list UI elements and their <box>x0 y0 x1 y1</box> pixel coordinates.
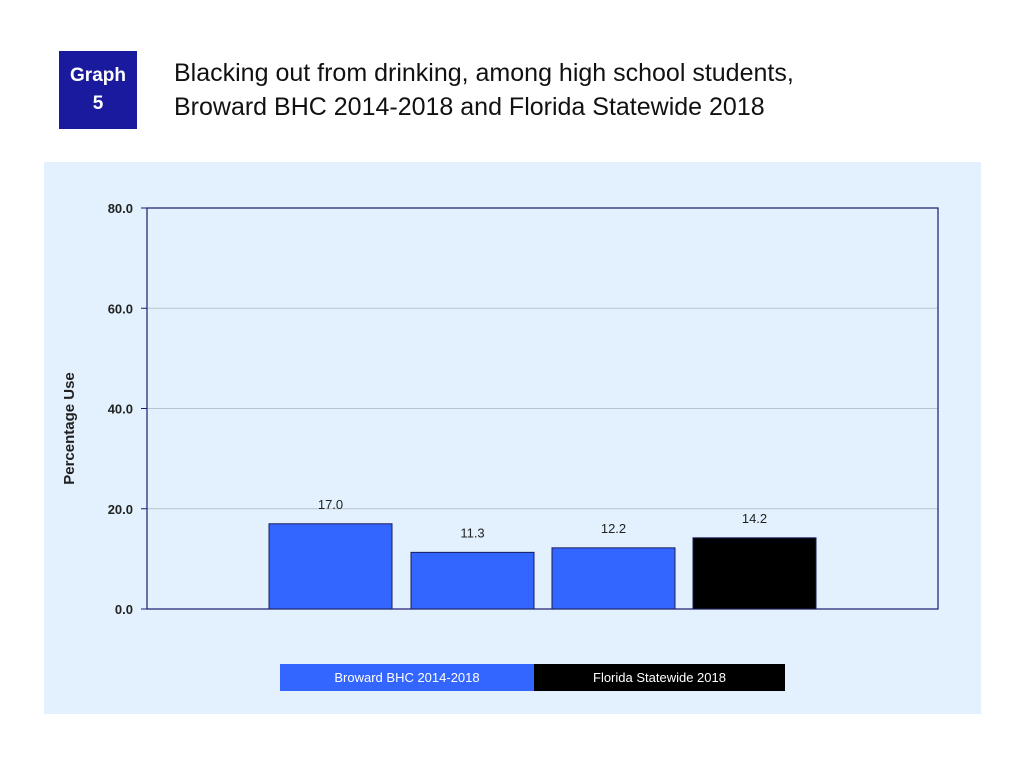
y-tick-label: 0.0 <box>115 602 133 617</box>
bar-value-label: 17.0 <box>318 497 343 512</box>
bar <box>692 537 817 610</box>
legend-label-florida: Florida Statewide 2018 <box>593 670 726 685</box>
y-tick-label: 80.0 <box>108 201 133 216</box>
bar <box>268 523 393 610</box>
bar <box>410 551 535 610</box>
graph-number-badge: Graph 5 <box>59 51 137 129</box>
y-tick-label: 60.0 <box>108 301 133 316</box>
plot-frame <box>146 207 939 610</box>
bar <box>551 547 676 610</box>
legend-item-florida: Florida Statewide 2018 <box>534 664 785 691</box>
y-tick-label: 40.0 <box>108 402 133 417</box>
bar-value-label: 12.2 <box>601 521 626 536</box>
bar-value-label: 11.3 <box>460 525 484 540</box>
badge-label: Graph <box>70 65 126 86</box>
chart-panel <box>44 162 981 714</box>
y-tick-label: 20.0 <box>108 502 133 517</box>
badge-number: 5 <box>92 93 104 114</box>
page-title: Blacking out from drinking, among high s… <box>174 56 794 124</box>
bar-value-label: 14.2 <box>742 511 767 526</box>
title-line-2: Broward BHC 2014-2018 and Florida Statew… <box>174 93 765 121</box>
legend-item-broward: Broward BHC 2014-2018 <box>280 664 534 691</box>
legend-label-broward: Broward BHC 2014-2018 <box>334 670 480 685</box>
title-line-1: Blacking out from drinking, among high s… <box>174 59 794 87</box>
y-axis-label: Percentage Use <box>61 372 78 485</box>
